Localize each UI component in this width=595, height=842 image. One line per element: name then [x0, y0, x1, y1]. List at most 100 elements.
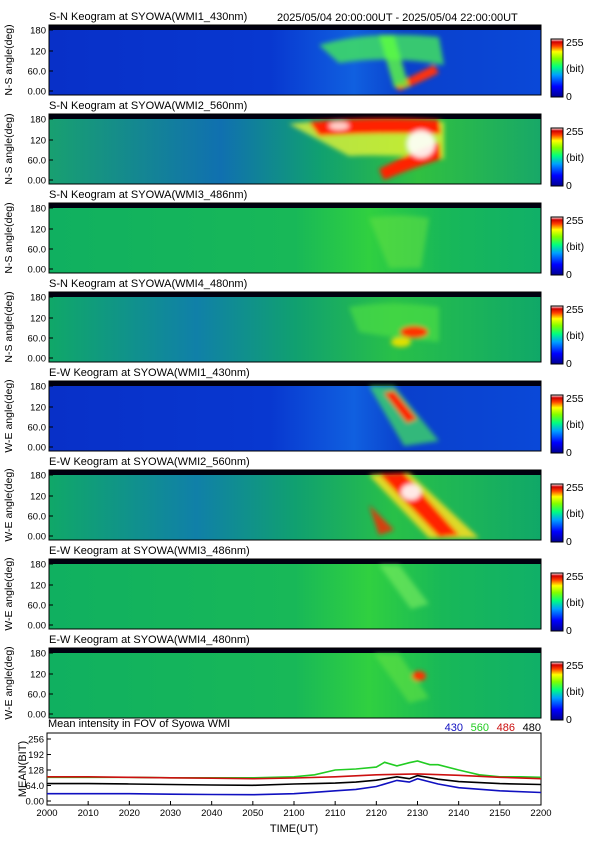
legend-entry-430: 430 — [445, 722, 463, 734]
x-tick-label: 2130 — [407, 808, 428, 819]
colorbar-max-label: 255 — [566, 393, 584, 405]
keogram-panel: S-N Keogram at SYOWA(WMI2_560nm)180 120 60… — [3, 100, 584, 192]
panel-title: E-W Keogram at SYOWA(WMI1_430nm) — [49, 367, 250, 379]
panel-frame — [48, 558, 542, 630]
colorbar — [550, 216, 564, 276]
y-tick-label: 0.00 — [28, 443, 47, 454]
keogram-image — [49, 292, 541, 362]
keogram-panel: S-N Keogram at SYOWA(WMI1_430nm)180 120 60… — [3, 11, 584, 103]
y-tick-label: 60.0 — [28, 423, 47, 434]
y-axis-label: W-E angle(deg) — [3, 557, 15, 630]
colorbar-min-label: 0 — [566, 714, 572, 726]
keogram-image — [49, 470, 541, 540]
colorbar-min-label: 0 — [566, 91, 572, 103]
y-tick-label: 120 — [30, 225, 46, 236]
keogram-panel: E-W Keogram at SYOWA(WMI3_486nm)180 120 60… — [3, 545, 584, 637]
y-tick-label: 60.0 — [28, 512, 47, 523]
colorbar-unit-label: (bit) — [566, 419, 584, 431]
y-axis-label: W-E angle(deg) — [3, 646, 15, 719]
series-line-486 — [47, 773, 542, 780]
panel-title: S-N Keogram at SYOWA(WMI1_430nm) — [49, 11, 247, 23]
y-tick-label: 0.00 — [28, 621, 47, 632]
time-range-label: 2025/05/04 20:00:00UT - 2025/05/04 22:00… — [277, 12, 518, 24]
x-tick-label: 2020 — [119, 808, 140, 819]
y-axis-label: N-S angle(deg) — [3, 24, 15, 95]
colorbar-unit-label: (bit) — [566, 686, 584, 698]
panel-title: E-W Keogram at SYOWA(WMI3_486nm) — [49, 545, 250, 557]
y-tick-label: 0.00 — [28, 710, 47, 721]
y-tick-label: 0.00 — [26, 797, 45, 808]
colorbar-max-label: 255 — [566, 482, 584, 494]
y-tick-label: 180 — [30, 560, 46, 571]
colorbar — [550, 483, 564, 543]
colorbar — [550, 305, 564, 365]
y-tick-label: 256 — [28, 735, 44, 746]
keogram-panel: E-W Keogram at SYOWA(WMI2_560nm)180 120 60… — [3, 456, 584, 548]
series-line-480 — [47, 774, 542, 787]
colorbar — [550, 661, 564, 721]
y-tick-label: 180 — [30, 204, 46, 215]
panel-frame — [48, 380, 542, 452]
colorbar-min-label: 0 — [566, 269, 572, 281]
panel-title: S-N Keogram at SYOWA(WMI3_486nm) — [49, 189, 247, 201]
y-tick-label: 60.0 — [28, 67, 47, 78]
colorbar-max-label: 255 — [566, 37, 584, 49]
y-tick-label: 120 — [30, 670, 46, 681]
x-tick-label: 2200 — [530, 808, 551, 819]
legend-entry-560: 560 — [471, 722, 489, 734]
y-axis-label: N-S angle(deg) — [3, 202, 15, 273]
y-tick-label: 0.00 — [28, 265, 47, 276]
y-tick-label: 180 — [30, 293, 46, 304]
legend-entry-480: 480 — [523, 722, 541, 734]
y-axis-label: W-E angle(deg) — [3, 379, 15, 452]
y-axis-label: W-E angle(deg) — [3, 468, 15, 541]
y-tick-label: 60.0 — [28, 245, 47, 256]
line-chart-x-axis: 2000 2010 2020 2030 2040 2050 2100 2110 2120 2130… — [36, 801, 552, 819]
x-tick-label: 2050 — [242, 808, 263, 819]
colorbar-max-label: 255 — [566, 304, 584, 316]
colorbar-unit-label: (bit) — [566, 597, 584, 609]
panel-frame — [48, 469, 542, 541]
panel-frame — [48, 24, 542, 96]
colorbar-unit-label: (bit) — [566, 508, 584, 520]
panel-frame — [48, 647, 542, 719]
y-tick-label: 180 — [30, 115, 46, 126]
keogram-image — [49, 25, 541, 95]
y-tick-label: 180 — [30, 26, 46, 37]
line-chart-title: Mean intensity in FOV of Syowa WMI — [48, 718, 230, 730]
x-tick-label: 2100 — [283, 808, 304, 819]
colorbar-min-label: 0 — [566, 447, 572, 459]
y-tick-label: 120 — [30, 581, 46, 592]
line-chart-ylabel: MEAN(BIT) — [17, 741, 29, 797]
y-tick-label: 120 — [30, 314, 46, 325]
y-tick-label: 60.0 — [28, 601, 47, 612]
colorbar — [550, 127, 564, 187]
y-tick-label: 180 — [30, 649, 46, 660]
colorbar-min-label: 0 — [566, 625, 572, 637]
colorbar-min-label: 0 — [566, 358, 572, 370]
x-tick-label: 2000 — [36, 808, 57, 819]
keogram-image — [49, 114, 541, 184]
keogram-panel: S-N Keogram at SYOWA(WMI3_486nm)180 120 60… — [3, 189, 584, 281]
keogram-panels: S-N Keogram at SYOWA(WMI1_430nm)18012060… — [3, 11, 584, 726]
y-tick-label: 64.0 — [26, 781, 45, 792]
y-tick-label: 0.00 — [28, 532, 47, 543]
x-tick-label: 2030 — [160, 808, 181, 819]
line-chart-legend: 480 486 560 430 — [445, 722, 541, 734]
y-tick-label: 120 — [30, 136, 46, 147]
panel-title: S-N Keogram at SYOWA(WMI2_560nm) — [49, 100, 247, 112]
x-tick-label: 2150 — [489, 808, 510, 819]
y-tick-label: 192 — [28, 750, 44, 761]
colorbar — [550, 394, 564, 454]
colorbar-max-label: 255 — [566, 660, 584, 672]
y-tick-label: 60.0 — [28, 334, 47, 345]
y-tick-label: 128 — [28, 766, 44, 777]
x-tick-label: 2140 — [448, 808, 469, 819]
y-tick-label: 0.00 — [28, 176, 47, 187]
colorbar-max-label: 255 — [566, 571, 584, 583]
y-tick-label: 0.00 — [28, 354, 47, 365]
keogram-image — [49, 381, 541, 451]
colorbar-min-label: 0 — [566, 180, 572, 192]
colorbar — [550, 38, 564, 98]
